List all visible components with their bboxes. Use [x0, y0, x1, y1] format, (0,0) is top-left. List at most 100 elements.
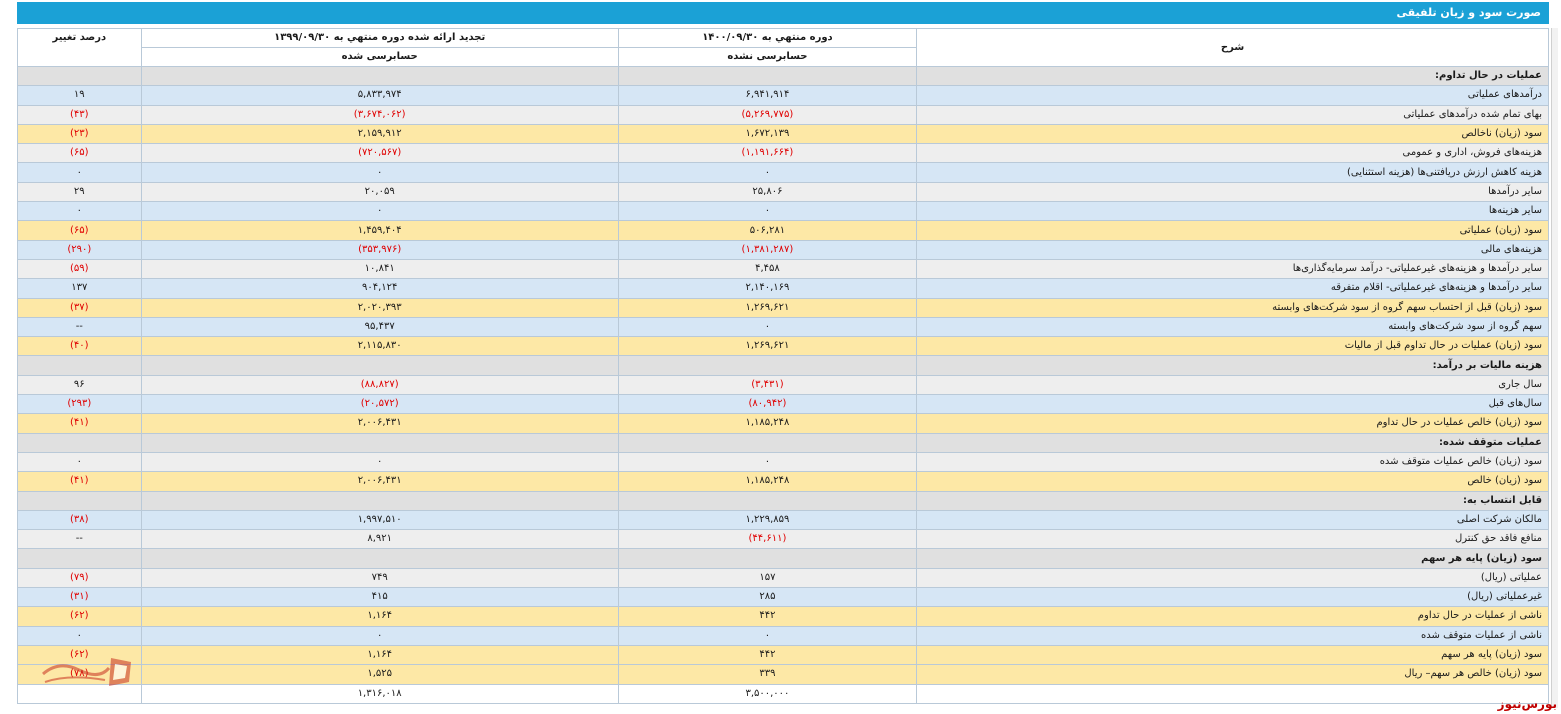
financial-statement-panel: صورت سود و زیان تلفیقی شرح دوره منتهي به… [17, 0, 1549, 712]
change-percent-value: ۰ [17, 201, 142, 222]
prior-audit-status: حسابرسی شده [140, 47, 619, 67]
table-row: بهای تمام شده درآمدهای عملیاتی (۵,۲۶۹,۷۷۵… [17, 104, 1549, 125]
change-percent-value: (۳۱) [17, 587, 142, 608]
row-description: غیرعملیاتی (ریال) [916, 587, 1549, 608]
row-description: سود (زیان) پایه هر سهم [916, 644, 1549, 666]
table-row: سود (زیان) خالص ۱,۱۸۵,۲۴۸ ۲,۰۰۶,۴۳۱ (۴۱) [17, 471, 1549, 492]
current-period-value [617, 548, 918, 569]
current-period-value: ۶,۹۴۱,۹۱۴ [617, 85, 918, 106]
current-period-value [617, 355, 918, 376]
change-percent-value: -- [17, 529, 142, 550]
table-row: عملیاتی (ریال) ۱۵۷ ۷۴۹ (۷۹) [17, 567, 1549, 589]
table-row: سال‌های قبل (۸۰,۹۴۲) (۲۰,۵۷۲) (۲۹۳) [17, 394, 1549, 415]
change-percent-value: (۳۷) [17, 297, 142, 318]
income-statement-table: شرح دوره منتهي به ۱۴۰۰/۰۹/۳۰ تجدید ارائه… [17, 28, 1549, 704]
table-row: ناشی از عملیات در حال تداوم ۴۴۲ ۱,۱۶۴ (۶۲) [17, 606, 1549, 627]
prior-period-value: ۱,۱۶۴ [140, 606, 619, 627]
current-period-value: (۱,۱۹۱,۶۶۴) [617, 143, 918, 164]
change-percent-value: (۴۱) [17, 471, 142, 492]
row-description: سود (زیان) خالص عملیات متوقف شده [916, 451, 1549, 473]
current-period-value: ۰ [617, 162, 918, 183]
row-description: هزینه‌های فروش، اداری و عمومی [916, 143, 1549, 164]
prior-period-value: ۷۴۹ [140, 567, 619, 589]
current-period-value: ۰ [617, 316, 918, 338]
section-header-row: هزینه مالیات بر درآمد: [17, 355, 1549, 376]
row-description: سال‌های قبل [916, 394, 1549, 415]
row-description: سود (زیان) خالص عملیات در حال تداوم [916, 413, 1549, 434]
change-percent-value [17, 355, 142, 376]
prior-period-value: ۲۰,۰۵۹ [140, 181, 619, 203]
prior-period-value [140, 548, 619, 569]
change-percent-value: (۶۵) [17, 220, 142, 241]
change-percent-value [17, 65, 142, 87]
header-prior-period: تجدید ارائه شده دوره منتهي به ۱۳۹۹/۰۹/۳۰ [140, 28, 619, 48]
current-period-value: ۱,۱۸۵,۲۴۸ [617, 413, 918, 434]
current-period-value: ۰ [617, 201, 918, 222]
prior-period-value: (۲۰,۵۷۲) [140, 394, 619, 415]
row-description: بهای تمام شده درآمدهای عملیاتی [916, 104, 1549, 125]
row-description: هزینه کاهش ارزش دریافتنی‌ها (هزینه استثن… [916, 162, 1549, 183]
prior-period-value [140, 355, 619, 376]
prior-period-value: ۲,۰۰۶,۴۳۱ [140, 413, 619, 434]
change-percent-value: (۲۹۳) [17, 394, 142, 415]
table-row: سهم گروه از سود شرکت‌های وابسته ۰ ۹۵,۴۳۷ -- [17, 316, 1549, 338]
current-period-value: ۲۵,۸۰۶ [617, 181, 918, 203]
change-percent-value [17, 548, 142, 569]
current-period-value: ۴۴۲ [617, 644, 918, 666]
row-description: سود (زیان) قبل از احتساب سهم گروه از سود… [916, 297, 1549, 318]
table-row: سود (زیان) عملیاتی ۵۰۶,۲۸۱ ۱,۴۵۹,۴۰۴ (۶۵) [17, 220, 1549, 241]
row-description: عملیات متوقف شده: [916, 432, 1549, 453]
section-header-row: عملیات در حال تداوم: [17, 65, 1549, 87]
statement-title: صورت سود و زیان تلفیقی [17, 2, 1549, 24]
change-percent-value: -- [17, 316, 142, 338]
prior-period-value: ۸,۹۲۱ [140, 529, 619, 550]
prior-period-value: (۷۲۰,۵۶۷) [140, 143, 619, 164]
section-header-row: قابل انتساب به: [17, 490, 1549, 511]
prior-period-value [140, 490, 619, 511]
prior-period-value: ۰ [140, 451, 619, 473]
vertical-scrollbar[interactable] [1551, 28, 1558, 708]
change-percent-value: ۹۶ [17, 374, 142, 396]
prior-period-value: ۲,۰۲۰,۳۹۳ [140, 297, 619, 318]
change-percent-value: (۴۱) [17, 413, 142, 434]
current-period-value: ۴۴۲ [617, 606, 918, 627]
prior-period-value: ۱,۳۱۶,۰۱۸ [140, 683, 619, 704]
table-row: مالکان شرکت اصلی ۱,۲۲۹,۸۵۹ ۱,۹۹۷,۵۱۰ (۳۸) [17, 509, 1549, 531]
prior-period-value: ۲,۱۱۵,۸۳۰ [140, 336, 619, 357]
current-period-value: ۰ [617, 625, 918, 646]
table-row: سایر درآمدها و هزینه‌های غیرعملیاتی- درآ… [17, 258, 1549, 280]
row-description: ناشی از عملیات در حال تداوم [916, 606, 1549, 627]
current-period-value: (۸۰,۹۴۲) [617, 394, 918, 415]
row-description: سایر درآمدها و هزینه‌های غیرعملیاتی- اقل… [916, 278, 1549, 299]
row-description: سود (زیان) عملیات در حال تداوم قبل از ما… [916, 336, 1549, 357]
row-description: هزینه‌های مالی [916, 239, 1549, 260]
row-description: سود (زیان) ناخالص [916, 123, 1549, 145]
table-row: سود (زیان) خالص عملیات متوقف شده ۰ ۰ ۰ [17, 451, 1549, 473]
row-description: سود (زیان) خالص هر سهم– ریال [916, 664, 1549, 685]
current-period-value: ۳۳۹ [617, 664, 918, 685]
statement-body: عملیات در حال تداوم: درآمدهای عملیاتی ۶,۹۴… [17, 65, 1549, 704]
row-description: عملیات در حال تداوم: [916, 65, 1549, 87]
prior-period-value: ۰ [140, 201, 619, 222]
table-row: ۳,۵۰۰,۰۰۰ ۱,۳۱۶,۰۱۸ [17, 683, 1549, 704]
change-percent-value: (۳۸) [17, 509, 142, 531]
row-description: سود (زیان) خالص [916, 471, 1549, 492]
current-period-value: ۵۰۶,۲۸۱ [617, 220, 918, 241]
row-description: ناشی از عملیات متوقف شده [916, 625, 1549, 646]
prior-period-value: ۵,۸۳۳,۹۷۴ [140, 85, 619, 106]
prior-period-value: ۱,۴۵۹,۴۰۴ [140, 220, 619, 241]
change-percent-value: ۲۹ [17, 181, 142, 203]
prior-period-value [140, 432, 619, 453]
change-percent-value: (۴۳) [17, 104, 142, 125]
prior-period-value [140, 65, 619, 87]
prior-period-value: (۳,۶۷۴,۰۶۲) [140, 104, 619, 125]
current-period-value: (۳,۴۳۱) [617, 374, 918, 396]
table-row: هزینه‌های فروش، اداری و عمومی (۱,۱۹۱,۶۶۴)… [17, 143, 1549, 164]
prior-period-value: ۲,۰۰۶,۴۳۱ [140, 471, 619, 492]
table-row: سال جاری (۳,۴۳۱) (۸۸,۸۲۷) ۹۶ [17, 374, 1549, 396]
row-description: درآمدهای عملیاتی [916, 85, 1549, 106]
change-percent-value: (۴۰) [17, 336, 142, 357]
current-period-value [617, 65, 918, 87]
current-period-value: (۵,۲۶۹,۷۷۵) [617, 104, 918, 125]
prior-period-value: (۸۸,۸۲۷) [140, 374, 619, 396]
